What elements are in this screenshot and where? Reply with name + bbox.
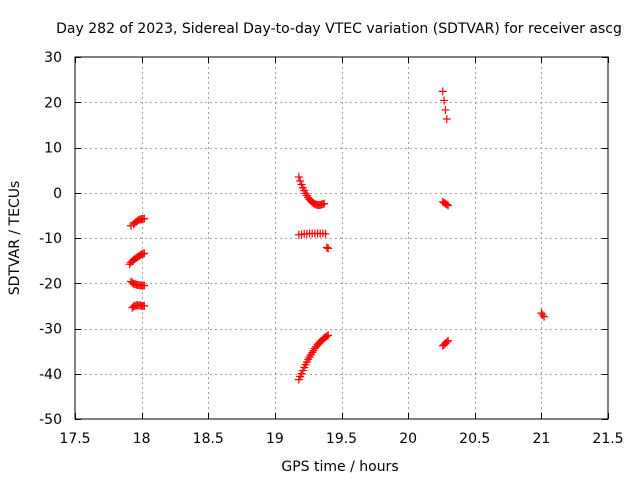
y-tick-label: -40 xyxy=(39,367,62,383)
y-tick-label: -50 xyxy=(39,412,62,428)
data-point xyxy=(442,114,451,123)
series-cluster-18h-c xyxy=(126,277,149,290)
series-cluster-18h-b xyxy=(125,249,149,269)
y-tick-label: 30 xyxy=(44,50,62,66)
chart-title: Day 282 of 2023, Sidereal Day-to-day VTE… xyxy=(56,21,622,37)
series-cluster-21h xyxy=(537,309,549,321)
y-axis-title: SDTVAR / TECUs xyxy=(7,181,23,296)
series-arc-19h-upper xyxy=(294,172,329,209)
data-point xyxy=(538,310,547,319)
data-point xyxy=(322,243,331,252)
series-cluster-18h-a xyxy=(126,214,149,230)
series-column-20h xyxy=(438,87,451,123)
data-point xyxy=(140,301,149,310)
data-point xyxy=(441,105,450,114)
y-tick-label: 10 xyxy=(44,141,62,157)
x-tick-label: 19 xyxy=(266,431,284,447)
x-tick-label: 18 xyxy=(133,431,151,447)
x-tick-label: 20 xyxy=(399,431,417,447)
grid-lines xyxy=(75,57,608,419)
series-cluster-20h-lower xyxy=(438,336,453,350)
series-cluster-20h-middle xyxy=(438,197,453,210)
y-tick-label: 0 xyxy=(53,186,62,202)
x-tick-labels: 17.5 18 18.5 19 19.5 20 20.5 21 21.5 xyxy=(59,431,623,447)
y-tick-label: -30 xyxy=(39,322,62,338)
data-point xyxy=(308,348,317,357)
x-tick-label: 18.5 xyxy=(193,431,224,447)
data-point xyxy=(438,87,447,96)
x-tick-label: 21.5 xyxy=(592,431,623,447)
data-point xyxy=(444,336,453,345)
data-point xyxy=(540,312,549,321)
series-arc-19h-lower xyxy=(294,331,333,384)
y-tick-label: -10 xyxy=(39,231,62,247)
data-point xyxy=(440,96,449,105)
data-point xyxy=(442,200,451,209)
x-tick-label: 19.5 xyxy=(326,431,357,447)
data-point xyxy=(140,281,149,290)
data-point xyxy=(444,201,453,210)
data-point xyxy=(322,332,331,341)
data-point xyxy=(140,214,149,223)
data-point xyxy=(320,199,329,208)
x-axis-title: GPS time / hours xyxy=(281,459,398,475)
data-point xyxy=(324,244,333,253)
y-tick-label: -20 xyxy=(39,276,62,292)
x-tick-label: 21 xyxy=(532,431,550,447)
data-point xyxy=(321,229,330,238)
data-point xyxy=(324,331,333,340)
data-point xyxy=(296,176,305,185)
plot-frame xyxy=(74,56,609,420)
data-point xyxy=(294,172,303,181)
series-band-19h-middle xyxy=(294,229,333,253)
y-tick-label: 20 xyxy=(44,95,62,111)
x-tick-label: 17.5 xyxy=(59,431,90,447)
data-point xyxy=(442,338,451,347)
y-tick-labels: -50 -40 -30 -20 -10 0 10 20 30 xyxy=(39,50,62,428)
series-cluster-18h-d xyxy=(128,301,149,312)
data-points xyxy=(125,87,549,384)
x-tick-label: 20.5 xyxy=(459,431,490,447)
data-point xyxy=(140,249,149,258)
